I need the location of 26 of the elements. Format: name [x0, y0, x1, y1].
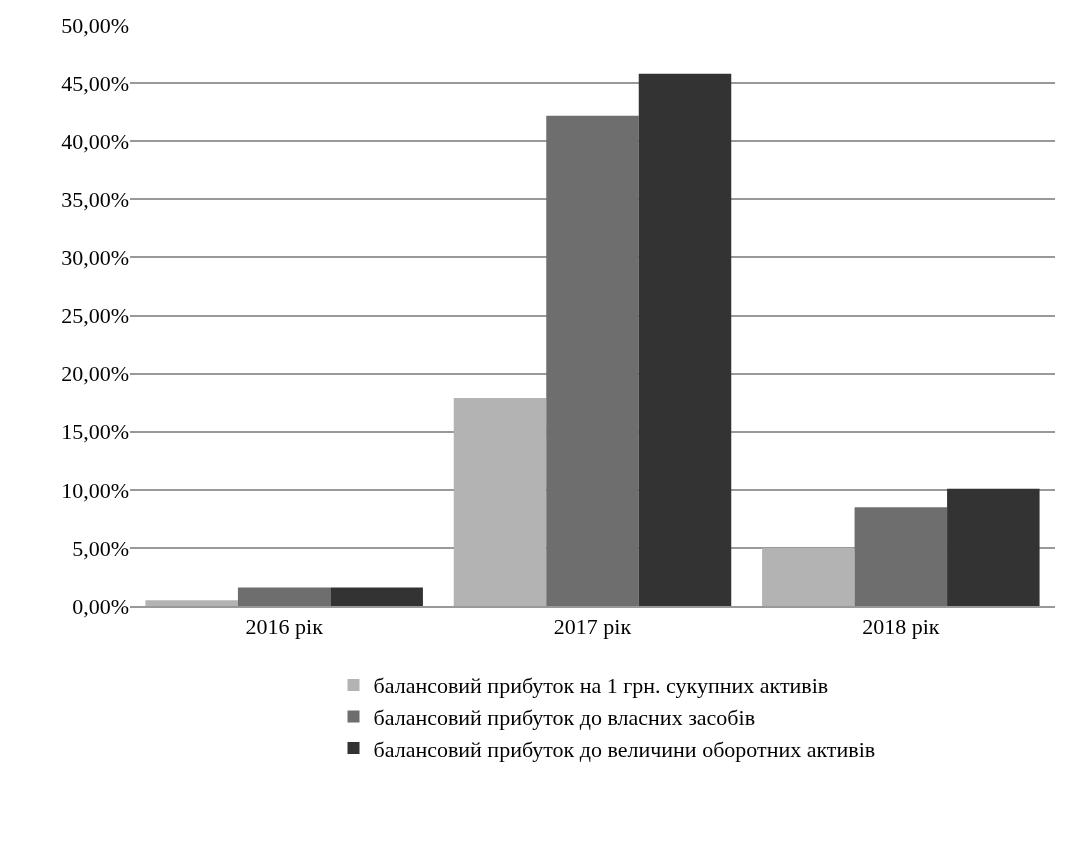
y-tick-label: 35,00% — [61, 187, 129, 212]
x-tick-label: 2016 рік — [245, 614, 324, 640]
y-tick-label: 0,00% — [72, 593, 129, 619]
bar — [237, 587, 331, 606]
bar — [947, 488, 1040, 606]
bar — [762, 547, 855, 606]
y-tick-label: 15,00% — [61, 419, 129, 445]
bar — [145, 600, 238, 606]
y-tick-label: 30,00% — [61, 245, 129, 271]
y-tick-label: 25,00% — [61, 303, 129, 329]
legend-label: балансовий прибуток до власних засобів — [373, 705, 756, 731]
y-tick-label: 5,00% — [72, 535, 129, 561]
bar — [453, 398, 547, 606]
bar — [330, 587, 423, 606]
bar — [546, 115, 639, 606]
y-tick-label: 50,00% — [61, 12, 129, 38]
x-tick-label: 2018 рік — [862, 614, 940, 640]
y-tick-label: 45,00% — [61, 70, 129, 96]
y-tick-label: 20,00% — [61, 361, 129, 387]
y-tick-label: 10,00% — [61, 477, 129, 503]
legend-label: балансовий прибуток до величини оборотних активів — [373, 736, 876, 762]
y-tick-label: 40,00% — [61, 128, 129, 154]
legend-label: балансовий прибуток на 1 грн. сукупних активів — [373, 673, 829, 699]
x-tick-label: 2017 рік — [553, 614, 632, 640]
bar — [638, 73, 732, 606]
bar — [854, 507, 948, 606]
